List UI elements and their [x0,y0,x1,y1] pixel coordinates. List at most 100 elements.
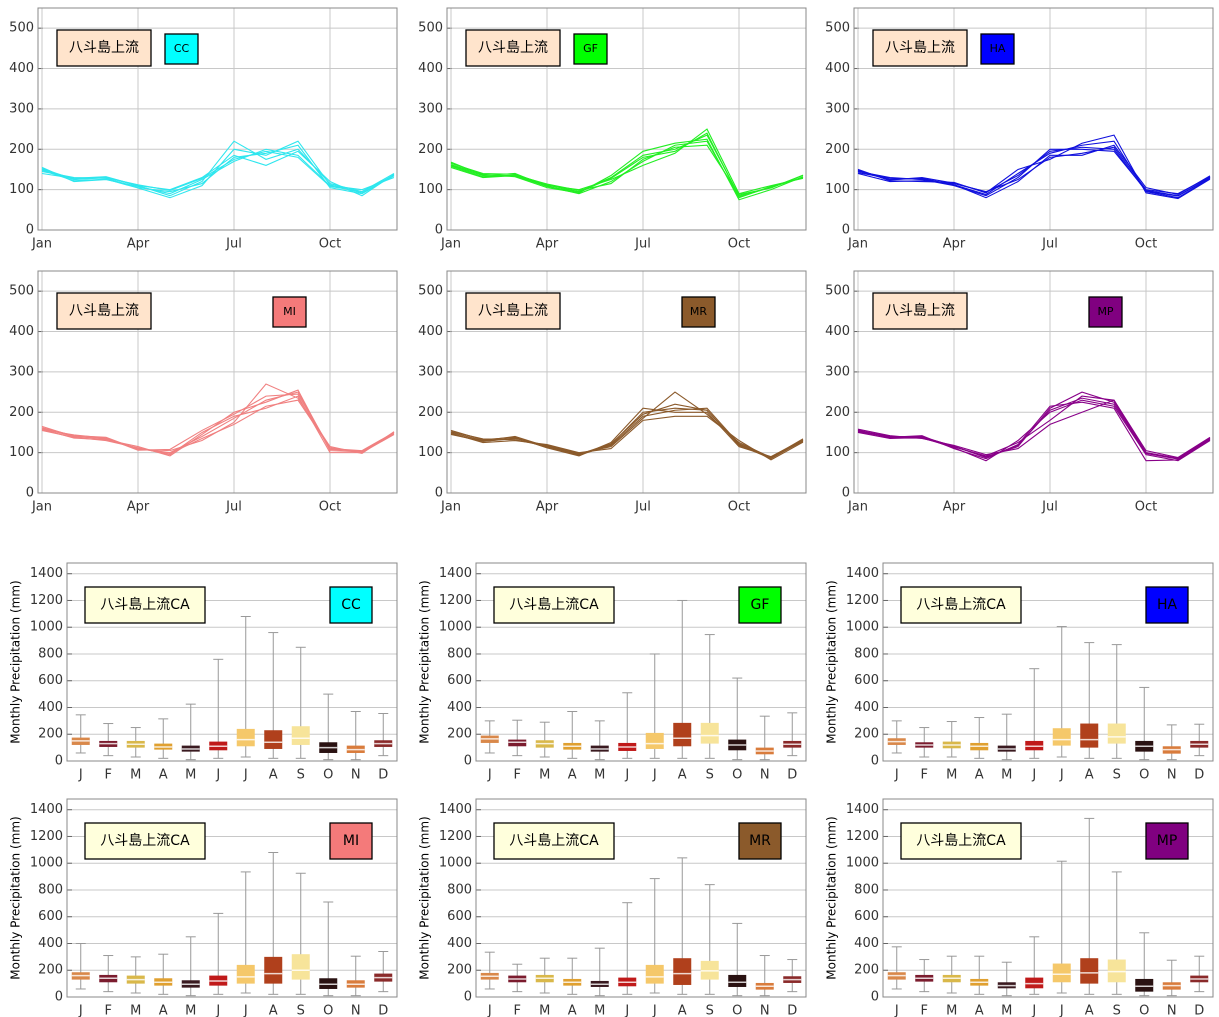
x-tick-label: J [243,768,248,783]
x-tick-label: D [1194,1004,1204,1017]
series-line [450,132,804,198]
label: 八斗島上流CA [916,597,1006,613]
series-line [857,134,1211,200]
y-tick-label: 400 [38,700,63,715]
y-tick-label: 400 [447,700,472,715]
x-tick-label: A [975,1004,984,1017]
y-tick-label: 500 [9,284,34,299]
x-tick-label: A [568,768,577,783]
y-tick-label: 800 [38,646,63,661]
x-tick-label: F [105,768,112,783]
x-tick-label: N [1167,1004,1177,1017]
x-tick-label: Apr [943,237,966,252]
tag-box [329,822,373,860]
y-tick-label: 0 [55,754,63,769]
x-tick-label: Oct [319,237,341,252]
y-tick-label: 1400 [30,802,63,817]
series-line [857,395,1211,459]
box [236,728,255,747]
x-tick-label: F [921,768,928,783]
x-tick-label: D [787,1004,797,1017]
y-tick-label: 800 [447,646,472,661]
box [1135,978,1154,992]
y-tick-label: 300 [418,101,443,116]
series-line [41,150,395,193]
series-line [41,399,395,455]
y-tick-label: 1400 [846,566,879,581]
box [1052,963,1071,983]
y-tick-label: 400 [9,324,34,339]
y-tick-label: 200 [825,405,850,420]
y-tick-label: 200 [854,727,879,742]
x-tick-label: Apr [127,237,150,252]
panel: 0 200 400 600 800 1000 1200 1400 J F M A M J J A S O N D Mon… [825,562,1214,783]
series-line [857,399,1211,459]
panel: 0 100 200 300 400 500 Jan Apr Jul Oct 八斗島上流 MP [825,270,1214,515]
x-tick-label: A [1085,1004,1094,1017]
x-tick-label: D [787,768,797,783]
x-tick-label: Oct [1135,237,1157,252]
series-line [41,383,395,455]
plot-frame [66,562,398,762]
x-tick-label: N [760,768,770,783]
x-tick-label: M [594,1004,605,1017]
y-tick-label: 0 [464,754,472,769]
y-tick-label: 200 [854,963,879,978]
x-tick-label: Jul [634,237,651,252]
label-box [84,586,206,624]
x-tick-label: Jan [847,500,868,515]
y-tick-label: 500 [825,284,850,299]
x-tick-label: Apr [536,237,559,252]
x-tick-label: M [130,1004,141,1017]
x-tick-label: J [652,1004,657,1017]
panel: 0 200 400 600 800 1000 1200 1400 J F M A M J J A S O N D Mon… [9,798,398,1017]
x-tick-label: Oct [319,500,341,515]
x-tick-label: N [1167,768,1177,783]
y-axis-label: Monthly Precipitation (mm) [418,580,432,743]
tag: MI [283,305,296,318]
x-tick-label: A [678,1004,687,1017]
x-tick-label: Jul [634,500,651,515]
x-tick-label: F [105,1004,112,1017]
y-axis-label: Monthly Precipitation (mm) [825,816,839,979]
y-tick-label: 400 [418,61,443,76]
x-tick-label: N [760,1004,770,1017]
label: 八斗島上流 [69,303,139,319]
box [291,726,310,745]
series-line [41,389,395,457]
label: 八斗島上流CA [509,833,599,849]
x-tick-label: M [185,1004,196,1017]
tag: MI [343,833,359,849]
x-tick-label: J [78,1004,83,1017]
x-tick-label: O [323,768,333,783]
label-box [56,29,152,67]
y-tick-label: 0 [871,754,879,769]
y-tick-label: 800 [854,882,879,897]
y-tick-label: 400 [447,936,472,951]
panel: 0 200 400 600 800 1000 1200 1400 J F M A M J J A S O N D Mon… [825,798,1214,1017]
x-tick-label: J [894,1004,899,1017]
x-tick-label: O [1139,1004,1149,1017]
y-tick-label: 500 [418,284,443,299]
y-tick-label: 0 [435,486,443,501]
tag: CC [174,42,190,55]
y-tick-label: 1000 [30,620,63,635]
y-tick-label: 1400 [439,566,472,581]
series-line [41,150,395,197]
x-tick-label: N [351,768,361,783]
y-tick-label: 200 [447,727,472,742]
series-line [450,407,804,460]
y-tick-label: 300 [9,101,34,116]
x-tick-label: A [975,768,984,783]
y-tick-label: 1200 [439,829,472,844]
x-tick-label: O [732,1004,742,1017]
y-tick-label: 0 [55,990,63,1005]
series-line [41,140,395,199]
x-tick-label: S [706,768,714,783]
x-tick-label: Oct [1135,500,1157,515]
y-tick-label: 400 [38,936,63,951]
x-tick-label: M [130,768,141,783]
x-tick-label: Apr [127,500,150,515]
x-tick-label: Jan [440,237,461,252]
x-tick-label: J [1031,768,1036,783]
